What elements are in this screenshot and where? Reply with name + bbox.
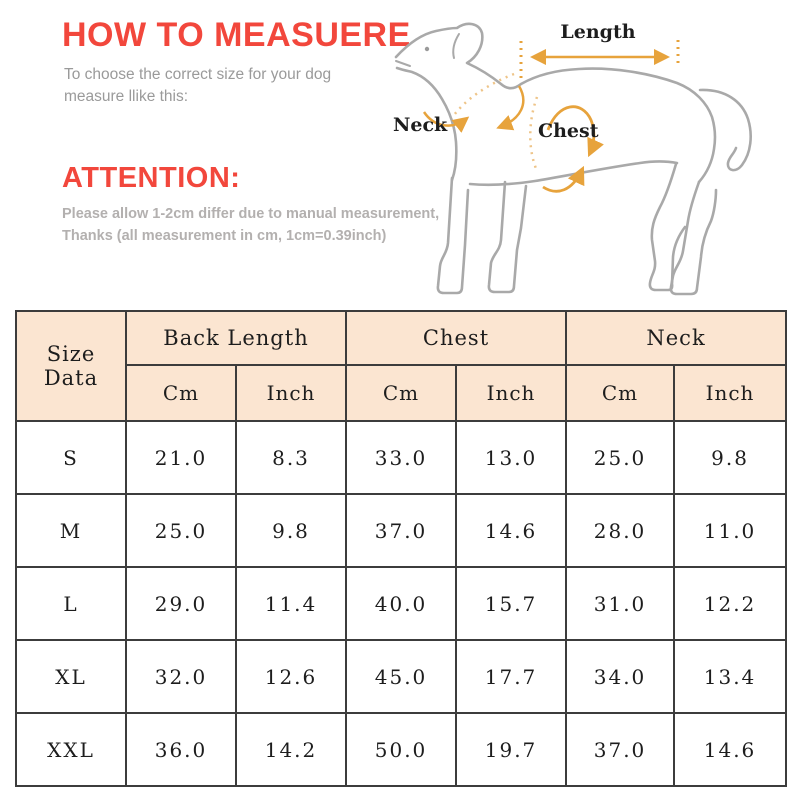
corner-cell-size-data: Size Data xyxy=(15,310,127,422)
size-label: M xyxy=(15,493,127,568)
value-cell: 36.0 xyxy=(125,712,237,787)
size-chart-table: Size Data Back Length Chest Neck Cm Inch… xyxy=(15,310,788,787)
chest-label: Chest xyxy=(538,120,599,142)
value-cell: 15.7 xyxy=(455,566,568,641)
value-cell: 40.0 xyxy=(345,566,458,641)
attention-note-line1: Please allow 1-2cm differ due to manual … xyxy=(62,206,440,222)
attention-note-line2: Thanks (all measurement in cm, 1cm=0.39i… xyxy=(62,227,387,244)
value-cell: 8.3 xyxy=(234,420,348,495)
neck-annotation xyxy=(422,72,525,133)
attention-heading: ATTENTION: xyxy=(62,162,241,194)
attention-note: Please allow 1-2cm differ due to manual … xyxy=(62,204,442,248)
unit-header-neck-cm: Cm xyxy=(565,364,676,422)
value-cell: 37.0 xyxy=(345,493,458,568)
group-header-neck: Neck xyxy=(565,310,788,366)
subtitle-text: To choose the correct size for your dog … xyxy=(64,66,332,106)
dog-diagram-svg: Length Neck Chest xyxy=(393,21,752,296)
size-label: L xyxy=(15,566,127,641)
value-cell: 21.0 xyxy=(125,420,237,495)
page-title: HOW TO MEASUERE xyxy=(62,16,411,54)
length-label: Length xyxy=(560,21,635,43)
unit-header-chest-inch: Inch xyxy=(455,364,568,422)
value-cell: 13.4 xyxy=(673,639,788,714)
length-annotation xyxy=(519,40,680,79)
table-row-l: L 29.0 11.4 40.0 15.7 31.0 12.2 xyxy=(15,566,788,641)
value-cell: 31.0 xyxy=(565,566,676,641)
value-cell: 14.6 xyxy=(673,712,788,787)
unit-header-chest-cm: Cm xyxy=(345,364,458,422)
group-header-back-length: Back Length xyxy=(124,310,348,366)
unit-header-back-length-cm: Cm xyxy=(125,364,237,422)
value-cell: 11.4 xyxy=(234,566,348,641)
table-row-xl: XL 32.0 12.6 45.0 17.7 34.0 13.4 xyxy=(15,639,788,714)
size-label: XL xyxy=(15,639,127,714)
value-cell: 25.0 xyxy=(565,420,676,495)
size-label: XXL xyxy=(15,712,127,787)
value-cell: 12.2 xyxy=(673,566,788,641)
unit-header-back-length-inch: Inch xyxy=(234,364,348,422)
value-cell: 50.0 xyxy=(345,712,458,787)
value-cell: 11.0 xyxy=(673,493,788,568)
value-cell: 33.0 xyxy=(345,420,458,495)
group-header-chest: Chest xyxy=(345,310,568,366)
value-cell: 28.0 xyxy=(565,493,676,568)
unit-header-neck-inch: Inch xyxy=(673,364,788,422)
dog-outline-drawing xyxy=(394,22,752,296)
value-cell: 9.8 xyxy=(673,420,788,495)
table-row-m: M 25.0 9.8 37.0 14.6 28.0 11.0 xyxy=(15,493,788,568)
value-cell: 37.0 xyxy=(565,712,676,787)
value-cell: 34.0 xyxy=(565,639,676,714)
size-label: S xyxy=(15,420,127,495)
value-cell: 25.0 xyxy=(125,493,237,568)
dog-measurement-diagram: Length Neck Chest xyxy=(378,0,800,308)
chest-annotation xyxy=(529,96,604,193)
value-cell: 14.2 xyxy=(234,712,348,787)
value-cell: 45.0 xyxy=(345,639,458,714)
value-cell: 14.6 xyxy=(455,493,568,568)
value-cell: 19.7 xyxy=(455,712,568,787)
table-row-xxl: XXL 36.0 14.2 50.0 19.7 37.0 14.6 xyxy=(15,712,788,787)
value-cell: 9.8 xyxy=(234,493,348,568)
value-cell: 13.0 xyxy=(455,420,568,495)
value-cell: 12.6 xyxy=(234,639,348,714)
table-row-s: S 21.0 8.3 33.0 13.0 25.0 9.8 xyxy=(15,420,788,495)
value-cell: 17.7 xyxy=(455,639,568,714)
neck-label: Neck xyxy=(393,114,448,136)
value-cell: 32.0 xyxy=(125,639,237,714)
value-cell: 29.0 xyxy=(125,566,237,641)
